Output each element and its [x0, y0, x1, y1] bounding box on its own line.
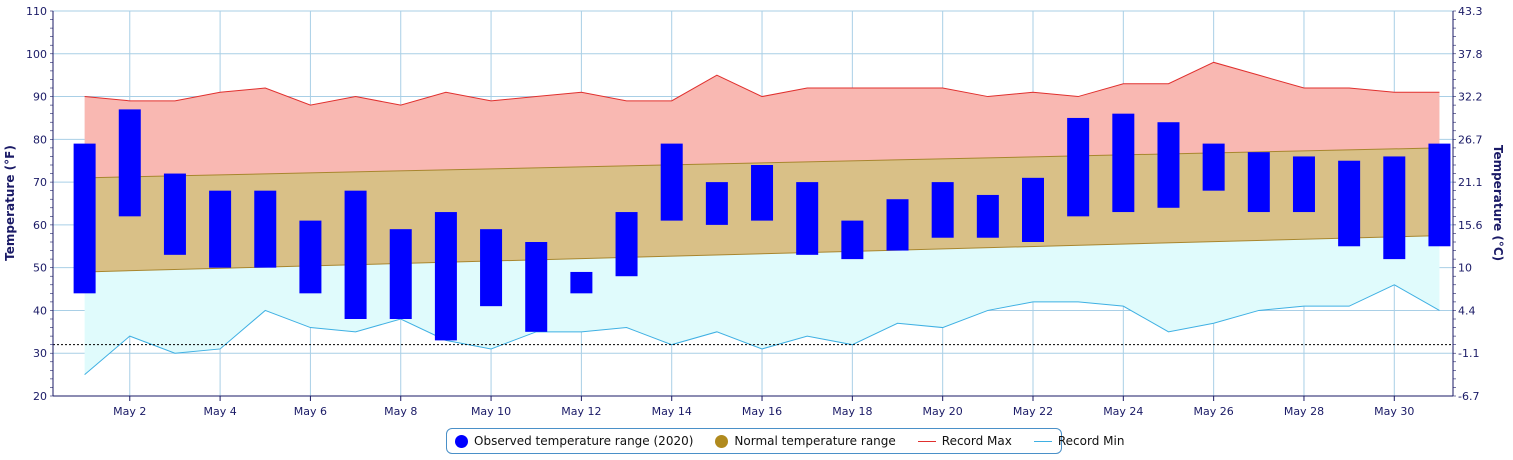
legend-observed-dot-icon — [455, 434, 468, 448]
observed-bar — [1202, 143, 1225, 191]
y2-tick-label: 37.8 — [1458, 48, 1483, 61]
y-tick-label: 110 — [26, 5, 47, 18]
y-tick-label: 20 — [33, 390, 47, 403]
y2-tick-label: -6.7 — [1458, 390, 1479, 403]
observed-bar — [751, 165, 774, 221]
observed-bar — [1428, 143, 1451, 247]
legend-item-normal[interactable]: Normal temperature range — [715, 434, 896, 448]
legend-record-min-line-icon — [1033, 440, 1052, 442]
legend-observed-label: Observed temperature range (2020) — [474, 434, 694, 448]
x-tick-label: May 16 — [742, 405, 782, 418]
legend-item-observed[interactable]: Observed temperature range (2020) — [455, 434, 693, 448]
x-tick-label: May 10 — [471, 405, 511, 418]
y-tick-label: 60 — [33, 219, 47, 232]
record-lines — [53, 61, 1453, 375]
observed-bar — [796, 182, 819, 255]
y-tick-label: 50 — [33, 262, 47, 275]
x-tick-label: May 26 — [1194, 405, 1234, 418]
y-tick-label: 90 — [33, 91, 47, 104]
x-tick-label: May 6 — [294, 405, 327, 418]
observed-bar — [1112, 113, 1135, 213]
record-min-area — [84, 235, 1440, 375]
observed-bar — [254, 190, 277, 268]
observed-bar — [931, 182, 954, 238]
observed-bar — [1067, 117, 1090, 217]
x-tick-label: May 2 — [113, 405, 146, 418]
observed-bar — [1157, 122, 1180, 208]
observed-bar — [480, 229, 503, 307]
legend-item-record-max[interactable]: Record Max — [917, 434, 1012, 448]
x-tick-label: May 30 — [1374, 405, 1414, 418]
observed-bar — [1292, 156, 1315, 213]
x-tick-label: May 8 — [384, 405, 417, 418]
legend-normal-dot-icon — [715, 434, 729, 448]
y2-axis-title: Temperature (°C) — [1491, 145, 1505, 261]
observed-bar — [660, 143, 683, 221]
y2-tick-label: 43.3 — [1458, 5, 1483, 18]
y-tick-label: 30 — [33, 347, 47, 360]
x-tick-label: May 18 — [832, 405, 872, 418]
observed-bar — [299, 220, 322, 294]
x-tick-label: May 20 — [923, 405, 963, 418]
legend-item-record-min[interactable]: Record Min — [1033, 434, 1125, 448]
observed-bar — [118, 109, 141, 217]
y-tick-label: 70 — [33, 176, 47, 189]
record-max-area — [84, 62, 1440, 178]
legend-record-max-line-icon — [917, 440, 936, 442]
observed-bar — [1383, 156, 1406, 260]
observed-bar — [434, 212, 457, 341]
observed-bars — [73, 109, 1451, 341]
x-tick-label: May 22 — [1013, 405, 1053, 418]
y2-tick-label: 26.7 — [1458, 133, 1483, 146]
y2-tick-label: 4.4 — [1458, 304, 1476, 317]
x-tick-label: May 24 — [1103, 405, 1143, 418]
observed-bar — [389, 229, 412, 319]
observed-bar — [886, 199, 909, 251]
y2-tick-label: 21.1 — [1458, 176, 1483, 189]
legend-normal-label: Normal temperature range — [734, 434, 896, 448]
observed-bar — [525, 242, 548, 332]
y2-tick-label: 15.6 — [1458, 219, 1483, 232]
observed-bar — [344, 190, 367, 319]
x-tick-label: May 4 — [203, 405, 236, 418]
y2-tick-label: -1.1 — [1458, 347, 1479, 360]
x-tick-label: May 14 — [652, 405, 692, 418]
y-axis-title: Temperature (°F) — [3, 145, 17, 261]
x-tick-label: May 12 — [561, 405, 601, 418]
observed-bar — [163, 173, 186, 255]
legend-record-min-label: Record Min — [1057, 434, 1125, 448]
observed-bar — [1338, 160, 1361, 247]
y2-tick-label: 32.2 — [1458, 91, 1483, 104]
legend-record-max-label: Record Max — [941, 434, 1012, 448]
record-min-line — [84, 284, 1440, 375]
y2-tick-label: 10 — [1458, 262, 1472, 275]
observed-bar — [570, 271, 593, 294]
y-tick-label: 100 — [26, 48, 47, 61]
y-tick-label: 40 — [33, 304, 47, 317]
observed-bar — [1247, 152, 1270, 213]
observed-bar — [209, 190, 232, 268]
observed-bar — [705, 182, 728, 225]
observed-bar — [615, 212, 638, 277]
observed-bar — [976, 194, 999, 238]
observed-bar — [73, 143, 96, 294]
axes: 20 -6.7 30 -1.1 40 4.4 50 10 60 15.6 70 21.1 80 26.7 9… — [26, 5, 1483, 418]
record-max-line — [84, 61, 1440, 106]
y-tick-label: 80 — [33, 133, 47, 146]
x-tick-label: May 28 — [1284, 405, 1324, 418]
legend: Observed temperature range (2020) Normal… — [446, 428, 1124, 454]
observed-bar — [1022, 177, 1044, 242]
observed-bar — [841, 220, 864, 260]
